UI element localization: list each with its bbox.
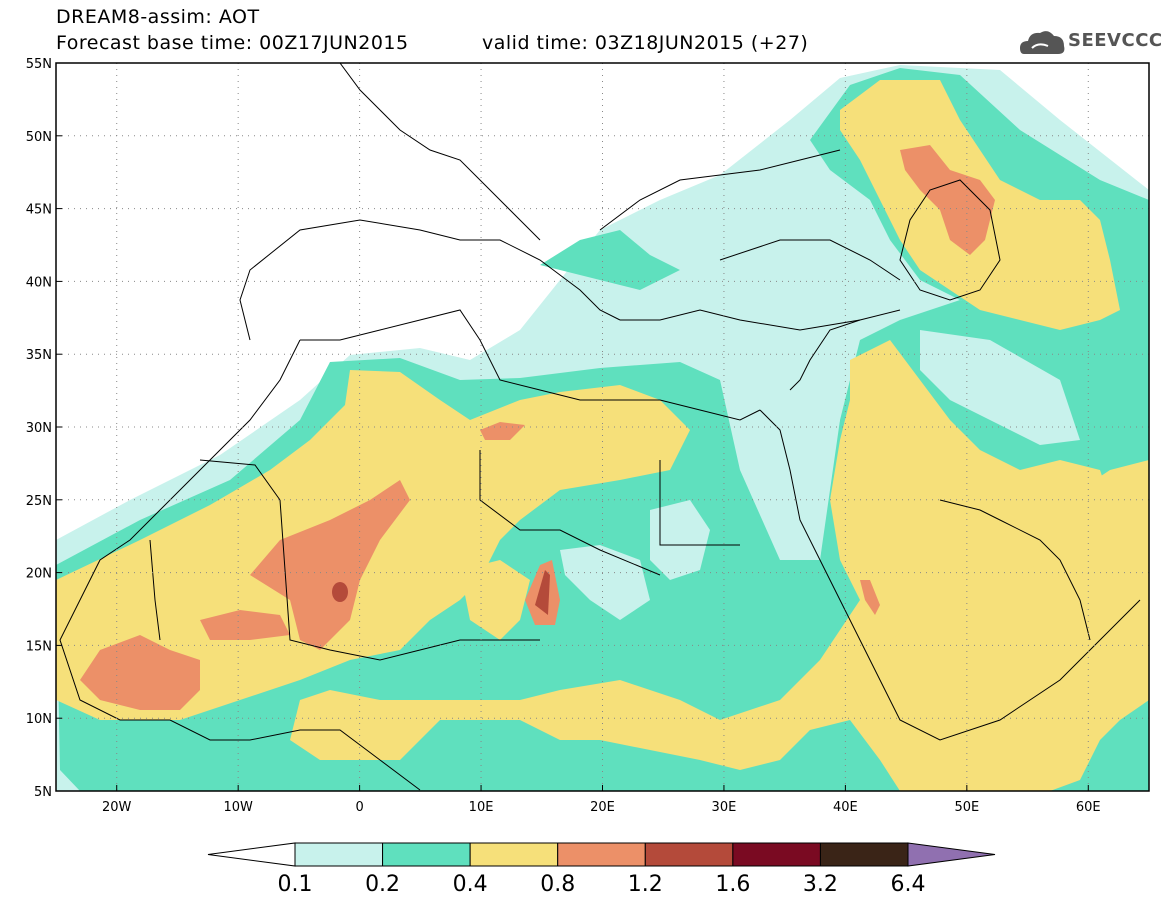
aot-level-1-2-mali	[332, 582, 348, 602]
aot-level-0-8-senegal	[80, 635, 200, 710]
colorbar-label: 6.4	[890, 872, 926, 897]
colorbar-swatch	[382, 842, 471, 867]
grid-lines	[56, 63, 1149, 791]
axis-ticks	[56, 62, 1089, 792]
aot-level-0-8-mali	[250, 480, 410, 650]
lat-label: 25N	[26, 494, 52, 509]
lat-label: 20N	[26, 567, 52, 582]
lon-labels: 20W 10W 0 10E 20E 30E 40E 50E 60E	[102, 800, 1101, 815]
colorbar-low-arrow	[207, 842, 296, 867]
lon-label: 20W	[102, 800, 132, 815]
lon-label: 40E	[833, 800, 858, 815]
colorbar-swatch	[294, 842, 384, 867]
lon-label: 10W	[223, 800, 253, 815]
lon-label: 60E	[1076, 800, 1101, 815]
colorbar-swatch	[732, 842, 821, 867]
logo-text: SEEVCCC	[1068, 30, 1163, 51]
chart-title: DREAM8-assim: AOT	[56, 6, 260, 28]
lat-label: 35N	[26, 348, 52, 363]
aot-cyan-libya	[560, 545, 650, 620]
colorbar-label: 0.4	[452, 872, 488, 897]
aot-level-0-8-caspian	[900, 145, 995, 255]
lat-label: 10N	[26, 712, 52, 727]
lat-label: 50N	[26, 130, 52, 145]
lat-label: 40N	[26, 275, 52, 290]
lon-label: 10E	[469, 800, 494, 815]
lat-label: 45N	[26, 203, 52, 218]
colorbar	[207, 842, 996, 867]
aot-level-0-4-arabia	[830, 340, 1110, 640]
colorbar-high-arrow	[907, 842, 996, 867]
colorbar-swatch	[819, 842, 909, 867]
lat-label: 30N	[26, 421, 52, 436]
aot-level-0-8-red-sea	[860, 580, 880, 615]
lon-label: 30E	[712, 800, 737, 815]
lat-label: 55N	[26, 57, 52, 72]
colorbar-label: 0.1	[277, 872, 313, 897]
aot-cyan-sudan	[650, 500, 710, 580]
lat-labels: 55N 50N 45N 40N 35N 30N 25N 20N 15N 10N 5N	[26, 57, 52, 800]
coastlines	[59, 63, 1141, 791]
colorbar-swatch	[557, 842, 646, 867]
aot-level-0-8-niger	[200, 610, 290, 640]
lon-label: 20E	[590, 800, 615, 815]
aot-level-1-2-tibesti	[535, 570, 550, 615]
lon-label: 0	[355, 800, 363, 815]
aot-cyan-iran	[920, 330, 1080, 445]
lon-label: 50E	[954, 800, 979, 815]
colorbar-label: 3.2	[802, 872, 838, 897]
colorbar-label: 0.2	[365, 872, 401, 897]
colorbar-label: 0.8	[540, 872, 576, 897]
lat-label: 5N	[34, 785, 52, 800]
aot-level-0-2-bal	[540, 230, 680, 290]
colorbar-swatch	[469, 842, 559, 867]
base-time: Forecast base time: 00Z17JUN2015	[56, 32, 409, 54]
aot-level-0-8-libya	[480, 422, 525, 440]
aot-level-0-4-chad	[460, 560, 530, 640]
aot-cyan-egypt	[720, 380, 840, 560]
colorbar-swatch	[644, 842, 734, 867]
colorbar-label: 1.2	[627, 872, 663, 897]
valid-time: valid time: 03Z18JUN2015 (+27)	[482, 32, 809, 54]
colorbar-label: 1.6	[715, 872, 751, 897]
lat-label: 15N	[26, 639, 52, 654]
cloud-logo-icon	[1020, 31, 1065, 54]
